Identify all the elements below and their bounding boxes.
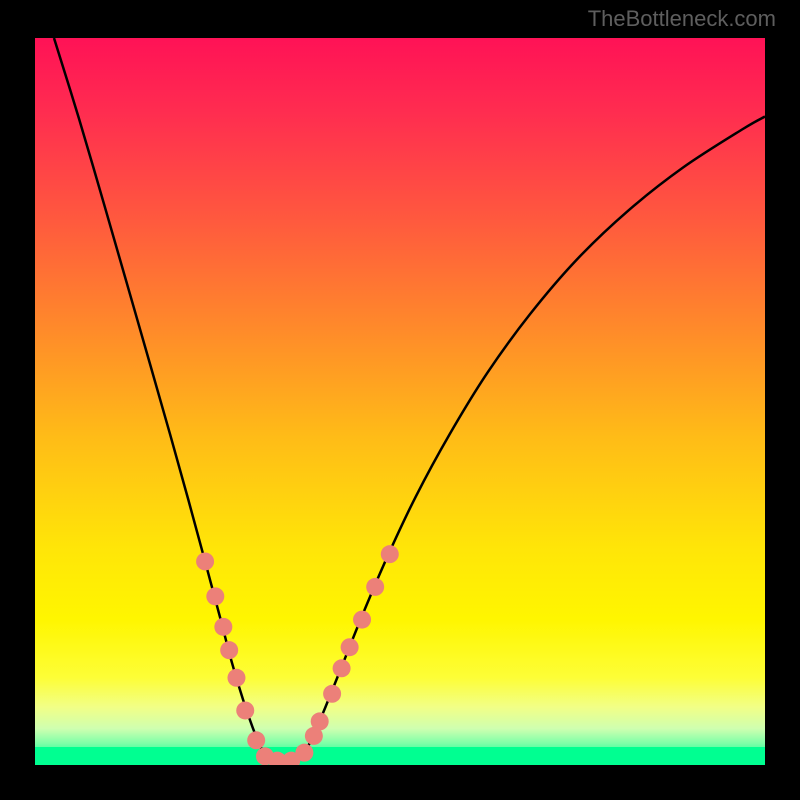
marker-dot	[227, 669, 245, 687]
marker-dot	[220, 641, 238, 659]
marker-dot	[366, 578, 384, 596]
marker-dot	[333, 659, 351, 677]
figure-root: TheBottleneck.com	[0, 0, 800, 800]
marker-dot	[236, 701, 254, 719]
right-curve	[298, 117, 765, 762]
marker-dot	[311, 712, 329, 730]
watermark-text: TheBottleneck.com	[588, 6, 776, 32]
marker-dot	[341, 638, 359, 656]
marker-dot	[214, 618, 232, 636]
marker-dot	[196, 552, 214, 570]
markers-group	[196, 545, 399, 765]
plot-area	[35, 38, 765, 765]
marker-dot	[295, 744, 313, 762]
marker-dot	[206, 587, 224, 605]
marker-dot	[323, 685, 341, 703]
marker-dot	[381, 545, 399, 563]
marker-dot	[353, 611, 371, 629]
curves-layer	[35, 38, 765, 765]
left-curve	[54, 38, 272, 761]
marker-dot	[247, 731, 265, 749]
